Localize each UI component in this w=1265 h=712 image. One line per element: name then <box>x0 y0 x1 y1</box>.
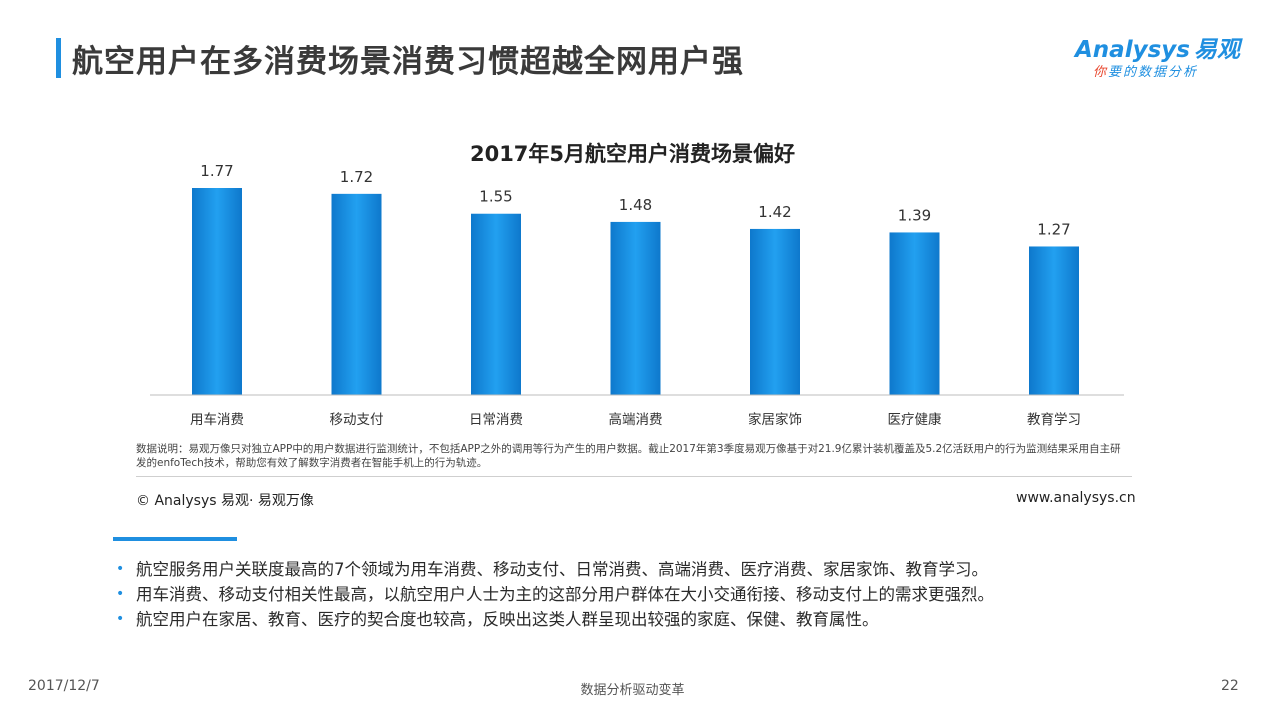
logo-main-text: Analysys <box>1075 37 1190 63</box>
bar-value-label: 1.72 <box>340 168 373 186</box>
data-note: 数据说明：易观万像只对独立APP中的用户数据进行监测统计，不包括APP之外的调用… <box>136 443 1121 469</box>
logo-tagline-rest: 要的数据分析 <box>1108 65 1199 80</box>
bar-value-label: 1.48 <box>619 196 652 214</box>
divider <box>136 476 1132 477</box>
logo-cn-text: 易观 <box>1193 37 1240 63</box>
title-accent-bar <box>56 38 61 78</box>
bar-4 <box>610 221 661 395</box>
bullet-text: 航空服务用户关联度最高的7个领域为用车消费、移动支付、日常消费、高端消费、医疗消… <box>136 560 988 579</box>
copyright-text: © Analysys 易观· 易观万像 <box>136 493 314 509</box>
bullet-dot-icon: • <box>116 561 125 577</box>
bar-chart: 1.77 用车消费 1.72 移动支付 1.55 日常消费 1.48 高端消费 1.42 家居家饰… <box>150 162 1124 428</box>
bullet-text: 用车消费、移动支付相关性最高，以航空用户人士为主的这部分用户群体在大小交通衔接、… <box>136 585 994 604</box>
category-label: 医疗健康 <box>888 411 942 428</box>
category-label: 教育学习 <box>1027 412 1081 428</box>
summary-bullets: • 航空服务用户关联度最高的7个领域为用车消费、移动支付、日常消费、高端消费、医疗… <box>116 557 994 632</box>
bar-6 <box>889 232 940 395</box>
category-label: 高端消费 <box>609 411 663 428</box>
bullet-text: 航空用户在家居、教育、医疗的契合度也较高，反映出这类人群呈现出较强的家庭、保健、… <box>136 610 879 629</box>
category-label: 家居家饰 <box>748 411 802 428</box>
bullet-item: • 用车消费、移动支付相关性最高，以航空用户人士为主的这部分用户群体在大小交通衔接… <box>116 582 994 607</box>
category-label: 日常消费 <box>469 412 523 428</box>
page-title: 航空用户在多消费场景消费习惯超越全网用户强 <box>72 44 744 80</box>
bar-value-label: 1.39 <box>898 206 931 224</box>
bullet-dot-icon: • <box>116 611 125 627</box>
logo-tagline-first: 你 <box>1093 65 1109 80</box>
bullet-dot-icon: • <box>116 586 125 602</box>
category-label: 移动支付 <box>330 412 384 428</box>
bar-5 <box>750 228 800 395</box>
bar-value-label: 1.27 <box>1037 220 1070 238</box>
footer-slogan: 数据分析驱动变革 <box>580 683 685 698</box>
bar-1 <box>192 188 242 395</box>
bar-value-label: 1.55 <box>479 188 512 206</box>
bullet-item: • 航空服务用户关联度最高的7个领域为用车消费、移动支付、日常消费、高端消费、医疗… <box>116 557 994 582</box>
bar-2 <box>331 193 382 395</box>
category-label: 用车消费 <box>190 411 244 428</box>
bullet-item: • 航空用户在家居、教育、医疗的契合度也较高，反映出这类人群呈现出较强的家庭、保健… <box>116 607 994 632</box>
page-number: 22 <box>1221 678 1239 694</box>
footer-date: 2017/12/7 <box>28 678 100 694</box>
bar-3 <box>471 213 521 395</box>
bar-7 <box>1029 246 1079 395</box>
website-link[interactable]: www.analysys.cn <box>1016 490 1136 506</box>
bar-value-label: 1.42 <box>758 203 791 221</box>
chart-title: 2017年5月航空用户消费场景偏好 <box>469 142 796 166</box>
logo-wordmark: Analysys 易观 <box>1075 30 1240 64</box>
accent-line <box>113 537 237 541</box>
analysys-logo: Analysys 易观 你要的数据分析 <box>1075 30 1245 80</box>
bar-value-label: 1.77 <box>200 162 233 180</box>
logo-tagline: 你要的数据分析 <box>1093 61 1198 80</box>
